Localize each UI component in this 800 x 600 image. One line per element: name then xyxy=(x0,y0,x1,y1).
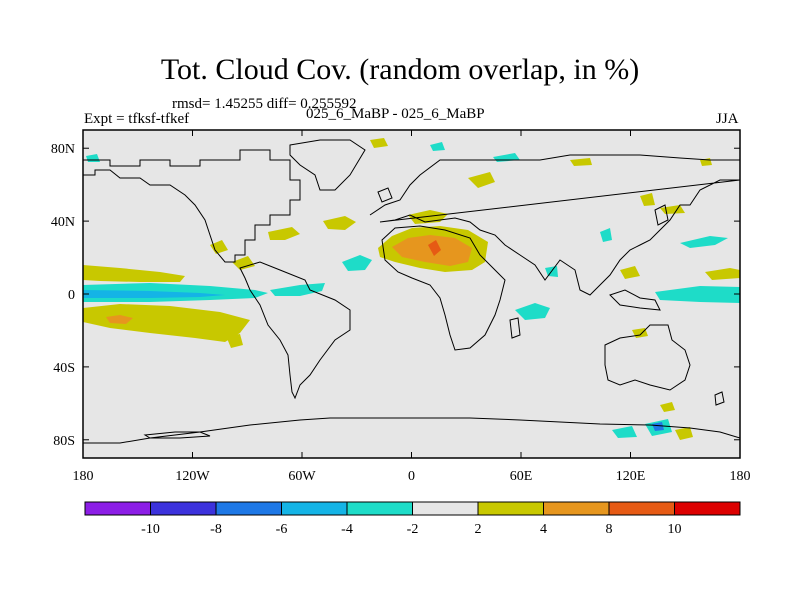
x-tick-label: 60W xyxy=(288,469,316,484)
colorbar-swatch xyxy=(346,501,413,516)
x-tick-label: 120E xyxy=(616,469,646,484)
coastline-madagascar xyxy=(509,317,521,339)
coastline-antarctic-peninsula xyxy=(143,431,211,439)
contour-positive-siberia xyxy=(468,172,495,188)
colorbar-swatch xyxy=(412,501,479,516)
colorbar-swatch xyxy=(84,501,151,516)
contour-positive-south-america-coast xyxy=(226,334,243,348)
contour-positive-arabia xyxy=(620,266,640,279)
contour-negative-band-atlantic xyxy=(270,283,325,296)
colorbar-label: -10 xyxy=(141,522,160,537)
contour-positive-pacific-south xyxy=(83,304,250,342)
coastline-south-america xyxy=(239,261,351,400)
colorbar-swatch xyxy=(215,501,282,516)
contour-negative-japan xyxy=(600,228,612,242)
coastline-antarctica xyxy=(83,417,740,444)
x-tick-label: 60E xyxy=(510,469,533,484)
colorbar-swatch xyxy=(674,501,741,516)
colorbar-swatch xyxy=(608,501,675,516)
colorbar-label: 10 xyxy=(668,522,682,537)
coastline-africa xyxy=(381,225,506,351)
y-tick-label: 80N xyxy=(51,142,75,157)
contour-negative-greenland xyxy=(430,142,445,151)
colorbar-swatch xyxy=(477,501,544,516)
coastlines xyxy=(83,139,740,444)
coastline-indonesia xyxy=(609,289,661,311)
colorbar: -10 -8 -6 -4 -2 2 4 8 10 xyxy=(84,501,741,537)
colorbar-label: -6 xyxy=(276,522,288,537)
contour-fields xyxy=(83,138,740,440)
colorbar-label: 2 xyxy=(475,522,482,537)
y-tick-label: 80S xyxy=(53,434,75,449)
colorbar-label: 8 xyxy=(606,522,613,537)
contour-negative-africa-west xyxy=(342,255,372,271)
contour-positive-pacific-north xyxy=(83,265,185,282)
contour-positive-russia xyxy=(570,158,592,166)
experiment-label: Expt = tfksf-tfkef xyxy=(84,111,190,127)
contour-negative-core-pacific xyxy=(83,290,225,298)
x-tick-label: 120W xyxy=(175,469,210,484)
coastline-north-america xyxy=(83,149,301,263)
coastline-eurasia xyxy=(369,154,740,296)
contour-positive-arctic xyxy=(370,138,388,148)
season-label: JJA xyxy=(716,111,739,127)
coastline-new-zealand xyxy=(714,391,725,406)
y-tick-label: 40S xyxy=(53,361,75,376)
coastline-australia xyxy=(604,324,691,391)
contour-negative-east-asia xyxy=(680,236,728,248)
colorbar-swatch xyxy=(543,501,610,516)
x-tick-label: 180 xyxy=(730,469,751,484)
contour-positive-north-america xyxy=(268,227,300,240)
colorbar-label: -2 xyxy=(407,522,419,537)
x-tick-label: 180 xyxy=(73,469,94,484)
contour-negative-antarctic xyxy=(612,426,637,438)
contour-negative-west-pacific xyxy=(655,286,740,303)
contour-positive-sahara-hot xyxy=(428,240,441,256)
colorbar-swatch xyxy=(150,501,217,516)
colorbar-label: 4 xyxy=(540,522,547,537)
contour-negative-antarctic-core xyxy=(652,422,664,431)
coastline-british-isles xyxy=(377,187,393,203)
contour-positive-mexico xyxy=(210,240,228,254)
contour-positive-asia-north xyxy=(640,193,655,206)
comparison-label: 025_6_MaBP - 025_6_MaBP xyxy=(306,106,485,122)
x-tick-label: 0 xyxy=(408,469,415,484)
y-axis: 80N 40N 0 40S 80S xyxy=(51,142,740,449)
stats-line: rmsd= 1.45255 diff= 0.255592 xyxy=(172,96,357,112)
colorbar-swatch xyxy=(281,501,348,516)
contour-positive-pacific-south-core xyxy=(106,315,133,324)
contour-negative-indian xyxy=(515,303,550,320)
coastline-japan xyxy=(654,204,669,226)
contour-positive-north-atlantic xyxy=(323,216,356,230)
y-tick-label: 40N xyxy=(51,215,75,230)
contour-positive-southern-ocean xyxy=(660,402,675,412)
chart-title: Tot. Cloud Cov. (random overlap, in %) xyxy=(160,53,640,86)
x-axis: 180 120W 60W 0 60E 120E 180 xyxy=(73,130,751,484)
contour-positive-antarctic-edge xyxy=(675,427,693,440)
colorbar-label: -4 xyxy=(341,522,353,537)
coastline-greenland xyxy=(289,139,366,191)
contour-positive-caribbean xyxy=(232,256,255,270)
colorbar-label: -8 xyxy=(210,522,222,537)
contour-positive-pacific-east xyxy=(705,268,740,280)
y-tick-label: 0 xyxy=(68,288,75,303)
